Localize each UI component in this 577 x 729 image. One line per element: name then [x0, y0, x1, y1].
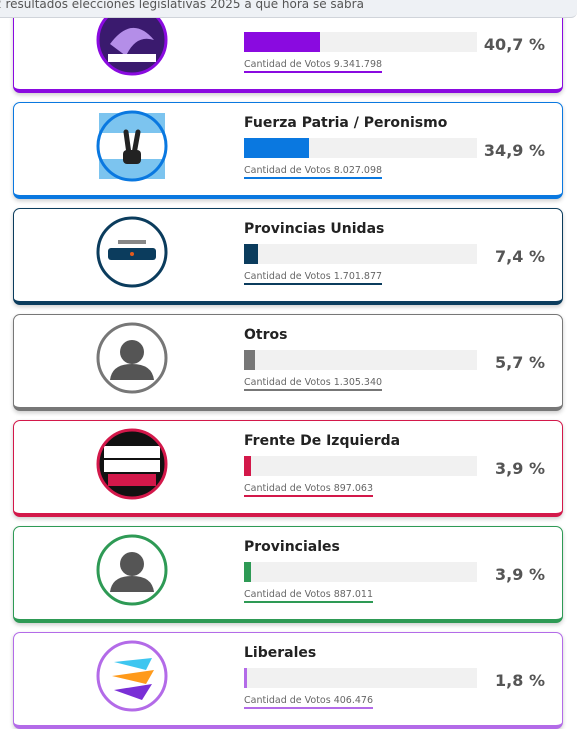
- party-name: Otros: [244, 327, 288, 343]
- party-logo: [96, 110, 168, 182]
- bar: [244, 244, 258, 264]
- percent-label: 5,7 %: [495, 353, 545, 372]
- bar-track: [244, 244, 477, 264]
- votes-label: Cantidad de Votos 8.027.098: [244, 165, 383, 179]
- percent-label: 1,8 %: [495, 671, 545, 690]
- bar-track: [244, 32, 477, 52]
- bar: [244, 456, 252, 476]
- percent-label: 3,9 %: [495, 565, 545, 584]
- result-card: Fuerza Patria / Peronismo Cantidad de Vot…: [13, 102, 563, 199]
- percent-label: 7,4 %: [495, 247, 545, 266]
- party-name: Provinciales: [244, 539, 340, 555]
- party-logo: [96, 216, 168, 288]
- bar-track: [244, 668, 477, 688]
- party-name: Liberales: [244, 645, 317, 661]
- votes-label: Cantidad de Votos 897.063: [244, 483, 374, 497]
- percent-label: 3,9 %: [495, 459, 545, 478]
- bar-track: [244, 562, 477, 582]
- result-card: Liberales Cantidad de Votos 406.476 1,8 %: [13, 632, 563, 729]
- bar-track: [244, 350, 477, 370]
- result-card: Frente De Izquierda Cantidad de Votos 897…: [13, 420, 563, 517]
- votes-label: Cantidad de Votos 9.341.798: [244, 59, 383, 73]
- party-logo: [96, 4, 168, 76]
- bar-track: [244, 138, 477, 158]
- bar: [244, 562, 252, 582]
- percent-label: 40,7 %: [483, 35, 545, 54]
- party-name: Fuerza Patria / Peronismo: [244, 115, 448, 131]
- votes-label: Cantidad de Votos 1.305.340: [244, 377, 383, 391]
- party-logo: [96, 640, 168, 712]
- bar: [244, 138, 310, 158]
- result-card: Provinciales Cantidad de Votos 887.011 3,9…: [13, 526, 563, 623]
- party-name: Provincias Unidas: [244, 221, 385, 237]
- votes-label: Cantidad de Votos 1.701.877: [244, 271, 383, 285]
- votes-label: Cantidad de Votos 406.476: [244, 695, 374, 709]
- votes-label: Cantidad de Votos 887.011: [244, 589, 374, 603]
- result-card: Otros Cantidad de Votos 1.305.340 5,7 %: [13, 314, 563, 411]
- bar: [244, 32, 320, 52]
- party-name: Frente De Izquierda: [244, 433, 401, 449]
- bar-track: [244, 456, 477, 476]
- result-card: Provincias Unidas Cantidad de Votos 1.701…: [13, 208, 563, 305]
- party-logo: [96, 534, 168, 606]
- search-bar[interactable]: 2 resultados elecciones legislativas 202…: [0, 0, 577, 18]
- bar: [244, 668, 248, 688]
- percent-label: 34,9 %: [483, 141, 545, 160]
- party-logo: [96, 428, 168, 500]
- party-logo: [96, 322, 168, 394]
- bar: [244, 350, 255, 370]
